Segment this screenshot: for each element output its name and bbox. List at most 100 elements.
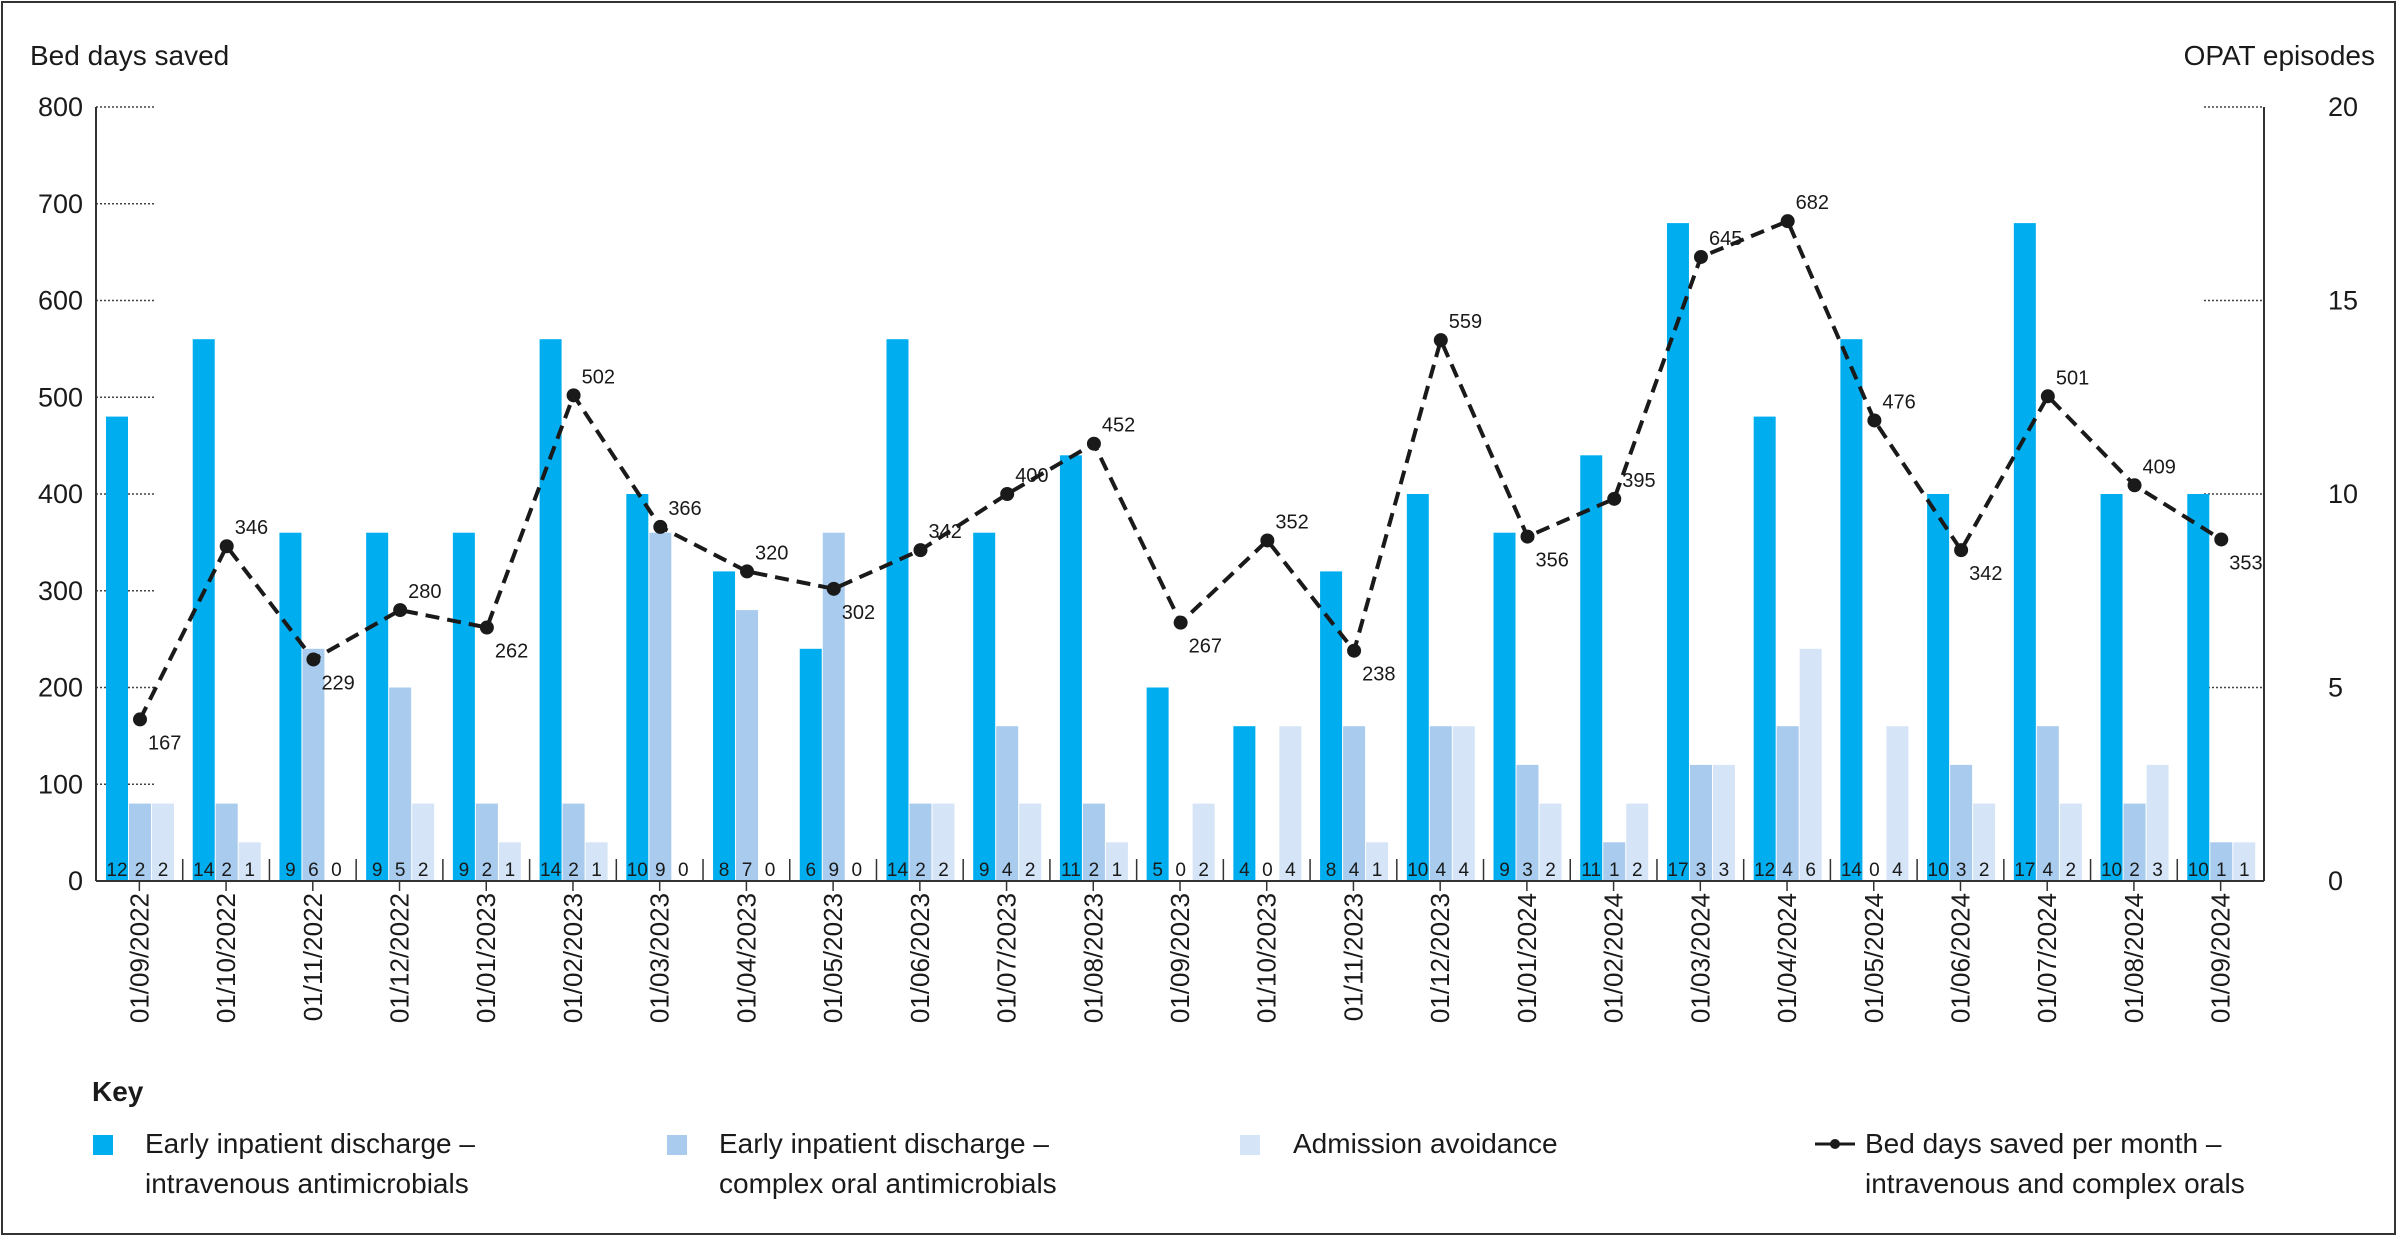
episode-count-label: 9 (828, 860, 839, 881)
x-tick-label: 01/10/2022 (211, 893, 241, 1023)
episode-count-label: 9 (655, 860, 666, 881)
bed-days-data-label: 342 (1969, 563, 2002, 585)
x-tick-label: 01/04/2024 (1772, 893, 1802, 1023)
bar-iv (1059, 455, 1082, 881)
bed-days-point (1260, 533, 1275, 548)
bar-iv (886, 339, 909, 881)
episode-count-label: 10 (627, 860, 648, 881)
bed-days-point (653, 519, 668, 534)
bed-days-point (1867, 413, 1882, 428)
bed-days-data-label: 167 (148, 732, 181, 754)
bar-admission (1973, 803, 1996, 881)
episode-count-label: 2 (1632, 860, 1643, 881)
bed-days-data-label: 645 (1709, 228, 1742, 250)
legend-label-oral-2: complex oral antimicrobials (719, 1168, 1057, 1199)
episode-count-label: 0 (765, 860, 776, 881)
bed-days-point (1086, 436, 1101, 451)
episode-count-label: 1 (1609, 860, 1620, 881)
y-left-tick-label: 800 (38, 92, 83, 122)
bar-admission (498, 842, 521, 881)
bar-admission (1366, 842, 1389, 881)
x-tick-label: 01/02/2024 (1599, 893, 1629, 1023)
bar-iv (1493, 532, 1516, 881)
bed-days-data-label: 452 (1102, 415, 1135, 437)
bar-admission (1799, 648, 1822, 881)
y-right-tick-label: 5 (2328, 673, 2343, 703)
y-right-tick-label: 0 (2328, 866, 2343, 896)
episode-count-label: 1 (1112, 860, 1123, 881)
episode-count-label: 8 (1326, 860, 1337, 881)
bed-days-point (1520, 529, 1535, 544)
bar-iv (192, 339, 215, 881)
x-tick-label: 01/05/2023 (818, 893, 848, 1023)
episode-count-label: 4 (1782, 860, 1793, 881)
y-left-tick-label: 200 (38, 673, 83, 703)
bar-iv (1580, 455, 1603, 881)
bar-oral (1950, 764, 1973, 881)
episode-count-label: 2 (221, 860, 232, 881)
bed-days-data-label: 352 (1275, 511, 1308, 533)
bar-admission (2059, 803, 2082, 881)
y-right-tick-label: 20 (2328, 92, 2358, 122)
episode-count-label: 4 (1002, 860, 1013, 881)
bar-iv (452, 532, 475, 881)
x-tick-label: 01/02/2023 (558, 893, 588, 1023)
episode-count-label: 2 (915, 860, 926, 881)
bed-days-point (2127, 478, 2142, 493)
bar-iv (1753, 416, 1776, 881)
y-right-tick-labels: 0 5 10 15 20 (2328, 92, 2358, 896)
y-right-axis-title: OPAT episodes (2184, 40, 2375, 71)
episode-count-label: 2 (1089, 860, 1100, 881)
bar-iv (626, 494, 649, 881)
bar-oral (1776, 726, 1799, 881)
bar-iv (2100, 494, 2123, 881)
bar-oral (1429, 726, 1452, 881)
episode-count-label: 14 (193, 860, 215, 881)
bed-days-data-label: 501 (2056, 367, 2089, 389)
bed-days-point (1000, 487, 1015, 501)
episode-count-label: 4 (1349, 860, 1360, 881)
episode-count-label: 2 (135, 860, 146, 881)
episode-count-label: 4 (1285, 860, 1296, 881)
episode-count-label: 3 (2152, 860, 2163, 881)
x-tick-label: 01/01/2024 (1512, 893, 1542, 1023)
bed-days-data-label: 346 (235, 517, 268, 539)
episode-count-label: 2 (2066, 860, 2077, 881)
episode-count-label: 10 (2188, 860, 2209, 881)
bar-admission (1452, 726, 1475, 881)
bed-days-point (1347, 643, 1362, 658)
y-left-tick-label: 400 (38, 479, 83, 509)
bed-days-point (566, 388, 581, 403)
bar-admission (2146, 764, 2169, 881)
bars (106, 223, 2256, 882)
episode-count-label: 5 (1152, 860, 1163, 881)
episode-count-label: 4 (1436, 860, 1447, 881)
bar-admission (1279, 726, 1302, 881)
bed-days-line: 167 346 229 280 262 502 366 320 302 342 400 452 267 3… (133, 192, 2263, 754)
bar-iv (2013, 223, 2036, 882)
episode-count-label: 2 (418, 860, 429, 881)
x-tick-label: 01/12/2023 (1425, 893, 1455, 1023)
bed-days-point (1954, 543, 1969, 558)
bar-admission (1019, 803, 1042, 881)
bar-iv (1840, 339, 1863, 881)
bar-admission (1712, 764, 1735, 881)
bar-oral (996, 726, 1019, 881)
episode-count-label: 7 (742, 860, 753, 881)
episode-count-label: 2 (482, 860, 493, 881)
bed-days-point (2214, 532, 2229, 547)
bar-iv (1406, 494, 1429, 881)
y-left-tick-label: 0 (68, 866, 83, 896)
episode-count-label: 0 (1869, 860, 1880, 881)
bar-iv (279, 532, 302, 881)
bed-days-data-label: 395 (1622, 470, 1655, 492)
x-tick-label: 01/08/2024 (2119, 893, 2149, 1023)
bar-admission (238, 842, 261, 881)
bed-days-point (393, 603, 408, 618)
episode-count-label: 2 (158, 860, 169, 881)
legend-label-iv-1: Early inpatient discharge – (145, 1128, 475, 1159)
episode-count-label: 6 (805, 860, 816, 881)
episode-count-label: 4 (2043, 860, 2054, 881)
legend-label-line-2: intravenous and complex orals (1865, 1168, 2245, 1199)
